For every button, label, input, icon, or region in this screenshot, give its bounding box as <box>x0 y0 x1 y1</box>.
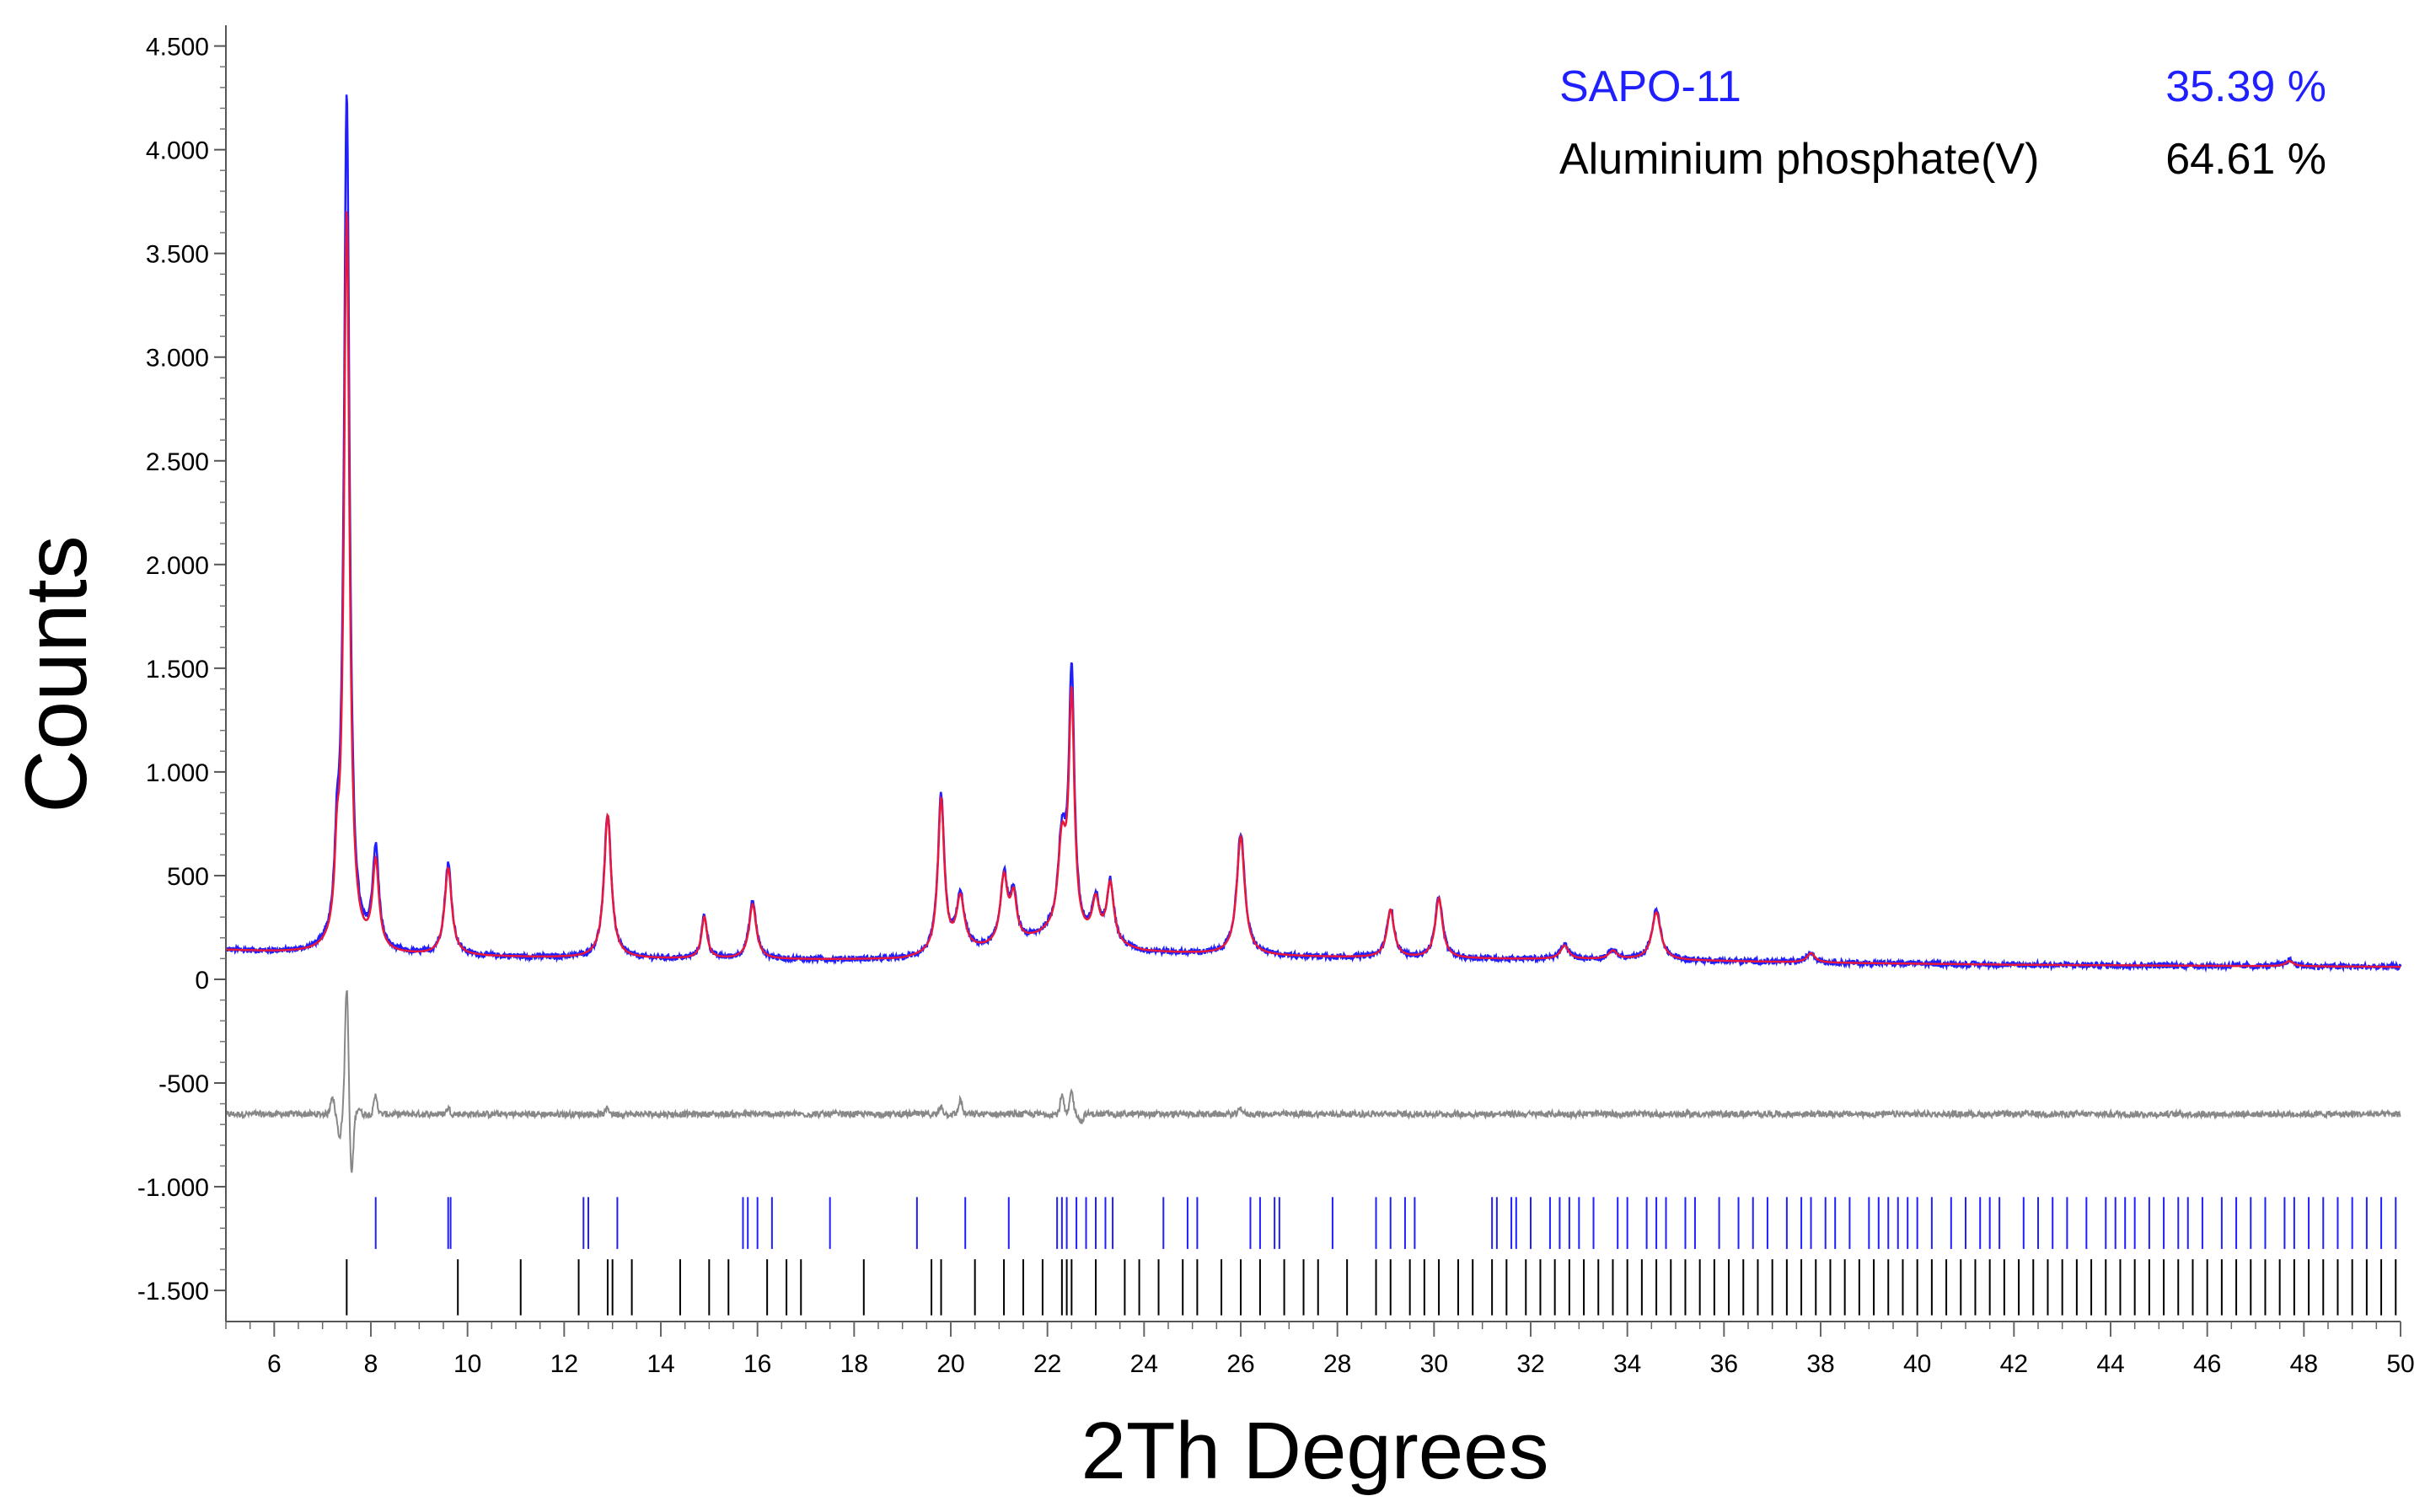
y-tick-label: -1.000 <box>137 1174 209 1202</box>
y-tick-label: 2.000 <box>146 552 209 580</box>
x-tick-label: 20 <box>936 1350 964 1378</box>
x-tick-label: 12 <box>550 1350 578 1378</box>
x-tick-label: 42 <box>2000 1350 2028 1378</box>
x-tick-label: 36 <box>1710 1350 1738 1378</box>
x-axis-title: 2Th Degrees <box>1081 1406 1549 1496</box>
x-tick-label: 16 <box>743 1350 771 1378</box>
difference-curve <box>225 989 2401 1173</box>
y-tick-label: 2.500 <box>146 448 209 476</box>
reflection-markers-2 <box>346 1259 2397 1316</box>
x-tick-label: 26 <box>1226 1350 1254 1378</box>
legend: SAPO-11 35.39 % Aluminium phosphate(V) 6… <box>1559 62 2326 184</box>
legend-entry-2-value: 64.61 % <box>2165 135 2326 184</box>
axes: 4.500 4.000 3.500 3.000 2.500 2.000 1.500 1.000… <box>137 25 2415 1378</box>
calculated-pattern-line <box>226 211 2401 968</box>
y-tick-label: 500 <box>167 863 209 891</box>
x-tick-label: 46 <box>2193 1350 2221 1378</box>
legend-entry-1-value: 35.39 % <box>2165 62 2326 111</box>
legend-entry-2-name: Aluminium phosphate(V) <box>1559 135 2039 184</box>
y-tick-label: -1.500 <box>137 1278 209 1306</box>
y-tick-label: 1.500 <box>146 656 209 684</box>
y-tick-label: 0 <box>195 967 209 995</box>
x-tick-label: 48 <box>2290 1350 2318 1378</box>
y-tick-label: 1.000 <box>146 759 209 787</box>
x-tick-label: 18 <box>840 1350 868 1378</box>
x-tick-label: 8 <box>364 1350 378 1378</box>
plot-area <box>225 94 2402 1316</box>
x-tick-label: 30 <box>1420 1350 1448 1378</box>
x-tick-label: 6 <box>267 1350 282 1378</box>
x-tick-label: 14 <box>646 1350 674 1378</box>
y-tick-label: 3.500 <box>146 241 209 269</box>
x-tick-label: 40 <box>1903 1350 1931 1378</box>
legend-entry-1-name: SAPO-11 <box>1559 62 1741 111</box>
y-tick-label: 4.000 <box>146 137 209 165</box>
x-tick-label: 32 <box>1516 1350 1544 1378</box>
reflection-markers-1 <box>374 1197 2397 1249</box>
observed-pattern-line <box>225 94 2402 973</box>
x-tick-label: 22 <box>1033 1350 1061 1378</box>
y-tick-label: 3.000 <box>146 345 209 373</box>
x-tick-label: 38 <box>1806 1350 1834 1378</box>
y-axis-title: Counts <box>8 535 105 813</box>
x-tick-label: 24 <box>1130 1350 1158 1378</box>
x-tick-label: 10 <box>453 1350 481 1378</box>
x-tick-label: 28 <box>1323 1350 1351 1378</box>
x-tick-label: 34 <box>1613 1350 1641 1378</box>
y-tick-label: -500 <box>158 1070 209 1098</box>
y-tick-label: 4.500 <box>146 34 209 62</box>
x-tick-label: 44 <box>2096 1350 2124 1378</box>
x-tick-label: 50 <box>2386 1350 2414 1378</box>
